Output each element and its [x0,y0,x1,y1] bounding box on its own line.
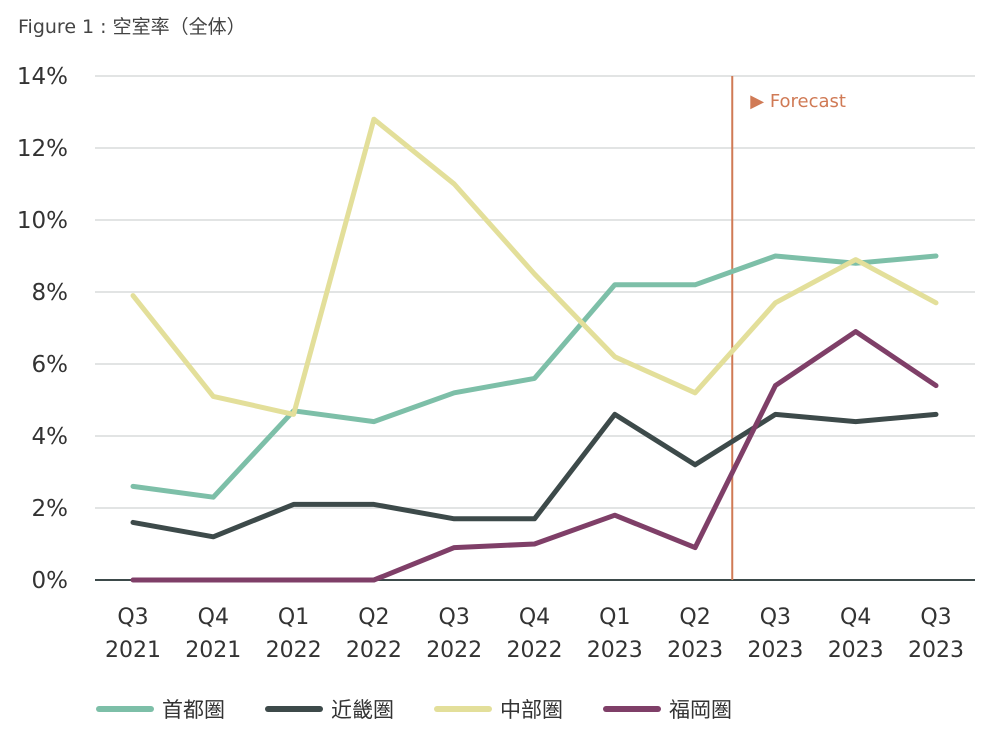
legend-item: 首都圏 [96,694,225,724]
x-tick-label: Q3 [760,605,791,630]
y-tick-label: 2% [32,496,69,522]
x-tick-label: Q4 [198,605,229,630]
legend-item: 中部圏 [434,694,563,724]
x-tick-label-year: 2022 [266,638,322,663]
forecast-label: ▶ Forecast [750,91,846,112]
x-tick-label-year: 2021 [105,638,161,663]
line-chart: 0% 2% 4% 6% 8% 10% 12% 14% Q3 2021 Q4 2021 Q1 2022 Q2 2… [17,64,975,663]
y-tick-label: 12% [17,136,68,162]
y-tick-label: 6% [32,352,69,378]
figure-title: Figure 1 : 空室率（全体） [18,16,246,38]
y-tick-label: 14% [17,64,68,90]
x-tick-label: Q4 [519,605,550,630]
legend-swatch [603,706,661,712]
x-tick-label: Q3 [920,605,951,630]
legend-item: 近畿圏 [265,694,394,724]
chart-legend: 首都圏 近畿圏 中部圏 福岡圏 [96,694,772,724]
legend-label: 中部圏 [500,698,563,722]
legend-item: 福岡圏 [603,694,732,724]
x-tick-label: Q3 [117,605,148,630]
legend-swatch [96,706,154,712]
legend-label: 福岡圏 [669,698,732,722]
legend-label: 近畿圏 [331,698,394,722]
x-tick-label: Q2 [679,605,710,630]
x-tick-label-year: 2023 [667,638,723,663]
x-tick-label-year: 2022 [346,638,402,663]
series-line-4 [130,329,939,583]
series-line-2 [130,411,939,540]
series-line-1 [130,253,939,500]
x-tick-label: Q3 [439,605,470,630]
legend-swatch [265,706,323,712]
y-tick-label: 8% [32,280,69,306]
x-tick-label: Q4 [840,605,871,630]
legend-swatch [434,706,492,712]
x-tick-label-year: 2022 [426,638,482,663]
y-tick-label: 10% [17,208,68,234]
x-tick-label-year: 2023 [587,638,643,663]
x-tick-label-year: 2022 [507,638,563,663]
x-tick-label-year: 2023 [747,638,803,663]
x-tick-label: Q1 [599,605,630,630]
y-tick-label: 4% [32,424,69,450]
y-tick-label: 0% [32,568,69,594]
series-line-3 [130,116,939,417]
x-tick-label-year: 2023 [828,638,884,663]
x-tick-label: Q2 [358,605,389,630]
x-tick-label: Q1 [278,605,309,630]
legend-label: 首都圏 [162,698,225,722]
x-tick-label-year: 2021 [185,638,241,663]
x-tick-label-year: 2023 [908,638,964,663]
